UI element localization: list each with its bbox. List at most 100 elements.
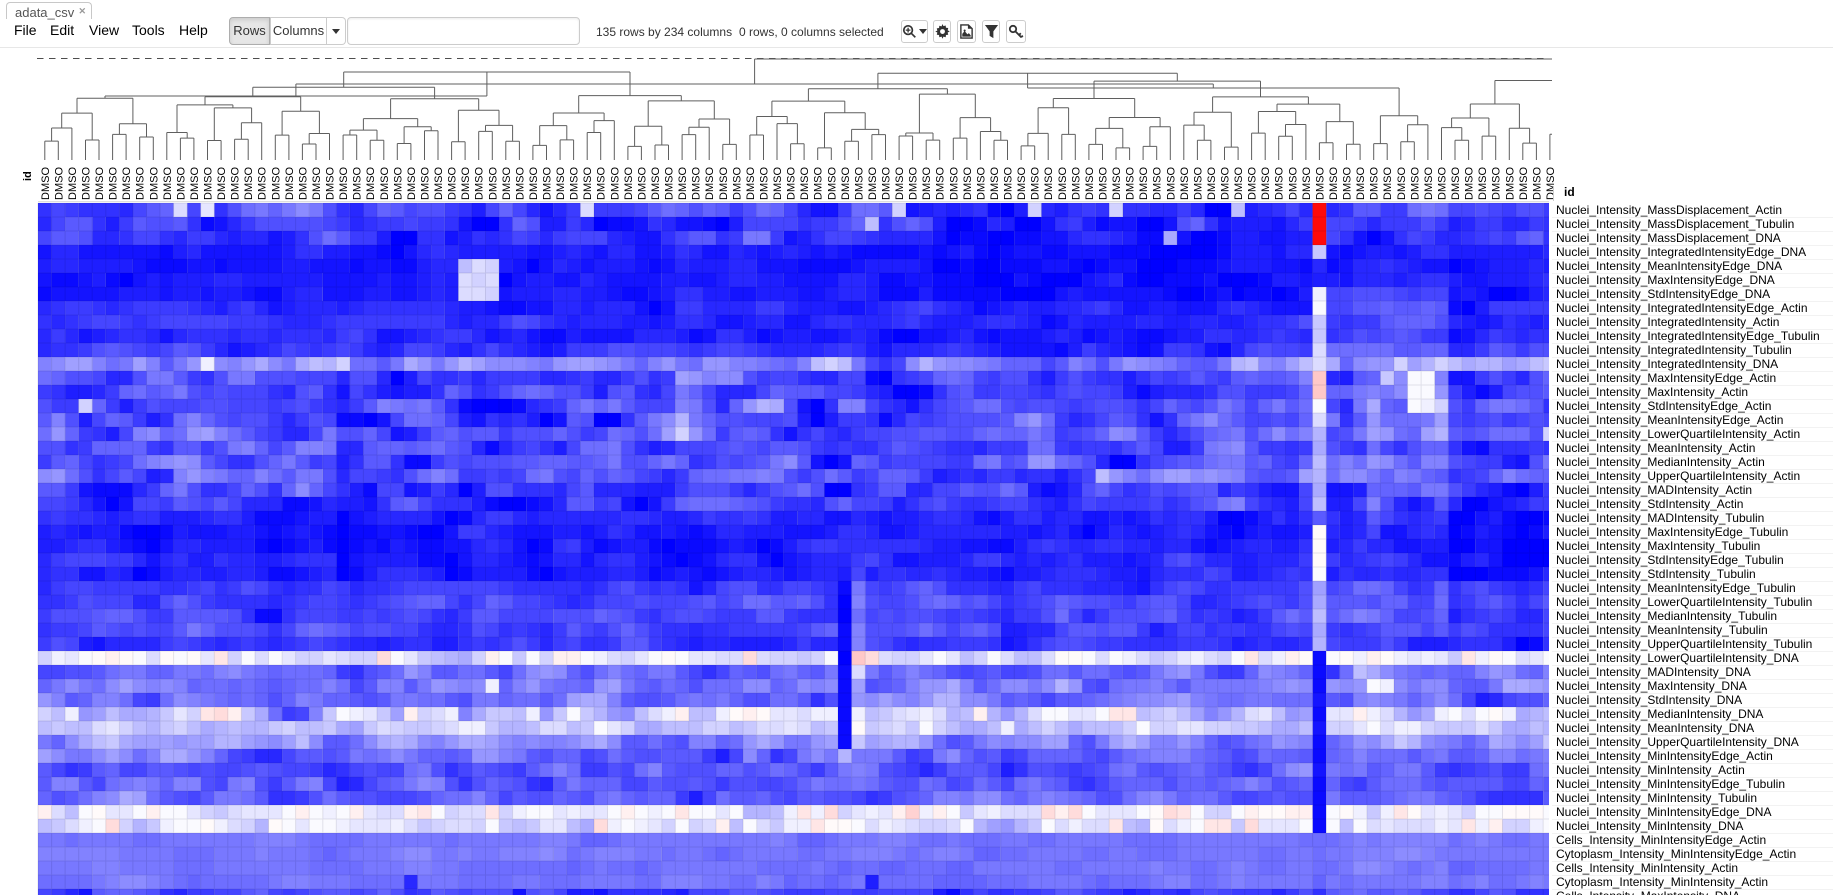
svg-text:DMSO: DMSO bbox=[894, 167, 906, 200]
svg-text:DMSO: DMSO bbox=[365, 167, 377, 200]
svg-text:DMSO: DMSO bbox=[962, 167, 974, 200]
svg-text:DMSO: DMSO bbox=[257, 167, 269, 200]
svg-text:Nuclei_Intensity_IntegratedInt: Nuclei_Intensity_IntegratedIntensityEdge… bbox=[1556, 329, 1820, 343]
svg-text:DMSO: DMSO bbox=[1274, 167, 1286, 200]
svg-text:DMSO: DMSO bbox=[284, 167, 296, 200]
svg-text:DMSO: DMSO bbox=[121, 167, 133, 200]
svg-text:DMSO: DMSO bbox=[1111, 167, 1123, 200]
svg-text:Nuclei_Intensity_MeanIntensity: Nuclei_Intensity_MeanIntensity_DNA bbox=[1556, 721, 1754, 735]
svg-text:Nuclei_Intensity_MADIntensity_: Nuclei_Intensity_MADIntensity_Tubulin bbox=[1556, 511, 1764, 525]
svg-text:DMSO: DMSO bbox=[135, 167, 147, 200]
svg-text:Nuclei_Intensity_MinIntensityE: Nuclei_Intensity_MinIntensityEdge_DNA bbox=[1556, 805, 1771, 819]
svg-text:DMSO: DMSO bbox=[948, 167, 960, 200]
svg-text:DMSO: DMSO bbox=[677, 167, 689, 200]
svg-text:DMSO: DMSO bbox=[501, 167, 513, 200]
svg-text:DMSO: DMSO bbox=[460, 167, 472, 200]
svg-text:DMSO: DMSO bbox=[270, 167, 282, 200]
svg-text:DMSO: DMSO bbox=[853, 167, 865, 200]
svg-text:DMSO: DMSO bbox=[1382, 167, 1394, 200]
svg-text:Nuclei_Intensity_MeanIntensity: Nuclei_Intensity_MeanIntensity_Actin bbox=[1556, 441, 1755, 455]
svg-text:DMSO: DMSO bbox=[664, 167, 676, 200]
svg-text:Nuclei_Intensity_MeanIntensity: Nuclei_Intensity_MeanIntensity_Tubulin bbox=[1556, 623, 1768, 637]
svg-text:DMSO: DMSO bbox=[799, 167, 811, 200]
svg-text:Nuclei_Intensity_MaxIntensityE: Nuclei_Intensity_MaxIntensityEdge_DNA bbox=[1556, 273, 1775, 287]
svg-text:Nuclei_Intensity_MassDisplacem: Nuclei_Intensity_MassDisplacement_DNA bbox=[1556, 231, 1781, 245]
svg-text:DMSO: DMSO bbox=[1355, 167, 1367, 200]
svg-text:DMSO: DMSO bbox=[555, 167, 567, 200]
svg-text:DMSO: DMSO bbox=[1450, 167, 1462, 200]
svg-text:DMSO: DMSO bbox=[352, 167, 364, 200]
svg-text:DMSO: DMSO bbox=[1003, 167, 1015, 200]
svg-text:DMSO: DMSO bbox=[392, 167, 404, 200]
svg-text:DMSO: DMSO bbox=[1084, 167, 1096, 200]
svg-text:DMSO: DMSO bbox=[542, 167, 554, 200]
svg-text:DMSO: DMSO bbox=[881, 167, 893, 200]
svg-text:DMSO: DMSO bbox=[1545, 167, 1557, 200]
svg-text:DMSO: DMSO bbox=[175, 167, 187, 200]
svg-text:DMSO: DMSO bbox=[1477, 167, 1489, 200]
svg-text:DMSO: DMSO bbox=[40, 167, 52, 200]
svg-text:DMSO: DMSO bbox=[772, 167, 784, 200]
svg-text:DMSO: DMSO bbox=[935, 167, 947, 200]
svg-text:Nuclei_Intensity_StdIntensity_: Nuclei_Intensity_StdIntensity_DNA bbox=[1556, 693, 1742, 707]
svg-text:DMSO: DMSO bbox=[1409, 167, 1421, 200]
svg-text:Nuclei_Intensity_IntegratedInt: Nuclei_Intensity_IntegratedIntensity_Tub… bbox=[1556, 343, 1792, 357]
svg-text:DMSO: DMSO bbox=[1531, 167, 1543, 200]
svg-text:DMSO: DMSO bbox=[379, 167, 391, 200]
svg-text:DMSO: DMSO bbox=[487, 167, 499, 200]
svg-text:Nuclei_Intensity_MedianIntensi: Nuclei_Intensity_MedianIntensity_DNA bbox=[1556, 707, 1763, 721]
svg-text:DMSO: DMSO bbox=[1152, 167, 1164, 200]
svg-text:DMSO: DMSO bbox=[1369, 167, 1381, 200]
svg-text:DMSO: DMSO bbox=[81, 167, 93, 200]
svg-text:DMSO: DMSO bbox=[826, 167, 838, 200]
svg-text:Cytoplasm_Intensity_MinIntensi: Cytoplasm_Intensity_MinIntensity_Actin bbox=[1556, 875, 1768, 889]
svg-text:Cells_Intensity_MaxIntensity_D: Cells_Intensity_MaxIntensity_DNA bbox=[1556, 889, 1740, 895]
svg-text:Nuclei_Intensity_MaxIntensity_: Nuclei_Intensity_MaxIntensity_Tubulin bbox=[1556, 539, 1760, 553]
svg-text:Nuclei_Intensity_MedianIntensi: Nuclei_Intensity_MedianIntensity_Tubulin bbox=[1556, 609, 1777, 623]
svg-text:DMSO: DMSO bbox=[148, 167, 160, 200]
svg-text:DMSO: DMSO bbox=[650, 167, 662, 200]
svg-text:Nuclei_Intensity_MinIntensity_: Nuclei_Intensity_MinIntensity_DNA bbox=[1556, 819, 1743, 833]
svg-text:DMSO: DMSO bbox=[1328, 167, 1340, 200]
svg-text:Nuclei_Intensity_MaxIntensity_: Nuclei_Intensity_MaxIntensity_Actin bbox=[1556, 385, 1748, 399]
svg-text:DMSO: DMSO bbox=[609, 167, 621, 200]
svg-text:DMSO: DMSO bbox=[1504, 167, 1516, 200]
svg-text:Nuclei_Intensity_MinIntensity_: Nuclei_Intensity_MinIntensity_Actin bbox=[1556, 763, 1745, 777]
svg-text:DMSO: DMSO bbox=[528, 167, 540, 200]
svg-text:DMSO: DMSO bbox=[1287, 167, 1299, 200]
svg-text:Nuclei_Intensity_StdIntensityE: Nuclei_Intensity_StdIntensityEdge_Actin bbox=[1556, 399, 1771, 413]
svg-text:DMSO: DMSO bbox=[297, 167, 309, 200]
svg-text:DMSO: DMSO bbox=[1206, 167, 1218, 200]
svg-text:DMSO: DMSO bbox=[514, 167, 526, 200]
svg-text:DMSO: DMSO bbox=[908, 167, 920, 200]
svg-text:id: id bbox=[1564, 185, 1575, 199]
svg-text:DMSO: DMSO bbox=[623, 167, 635, 200]
svg-text:DMSO: DMSO bbox=[636, 167, 648, 200]
svg-text:Nuclei_Intensity_MedianIntensi: Nuclei_Intensity_MedianIntensity_Actin bbox=[1556, 455, 1765, 469]
svg-text:DMSO: DMSO bbox=[989, 167, 1001, 200]
svg-text:DMSO: DMSO bbox=[975, 167, 987, 200]
svg-text:Nuclei_Intensity_StdIntensity_: Nuclei_Intensity_StdIntensity_Actin bbox=[1556, 497, 1743, 511]
svg-text:DMSO: DMSO bbox=[1247, 167, 1259, 200]
svg-text:DMSO: DMSO bbox=[162, 167, 174, 200]
svg-text:Nuclei_Intensity_MADIntensity_: Nuclei_Intensity_MADIntensity_DNA bbox=[1556, 665, 1751, 679]
svg-text:DMSO: DMSO bbox=[338, 167, 350, 200]
svg-text:DMSO: DMSO bbox=[1070, 167, 1082, 200]
svg-text:Nuclei_Intensity_StdIntensityE: Nuclei_Intensity_StdIntensityEdge_DNA bbox=[1556, 287, 1770, 301]
svg-text:Nuclei_Intensity_MaxIntensityE: Nuclei_Intensity_MaxIntensityEdge_Actin bbox=[1556, 371, 1776, 385]
svg-text:DMSO: DMSO bbox=[189, 167, 201, 200]
svg-text:Nuclei_Intensity_LowerQuartile: Nuclei_Intensity_LowerQuartileIntensity_… bbox=[1556, 427, 1800, 441]
svg-text:DMSO: DMSO bbox=[691, 167, 703, 200]
svg-text:DMSO: DMSO bbox=[94, 167, 106, 200]
svg-text:DMSO: DMSO bbox=[731, 167, 743, 200]
svg-text:DMSO: DMSO bbox=[311, 167, 323, 200]
svg-text:DMSO: DMSO bbox=[569, 167, 581, 200]
svg-text:Cells_Intensity_MinIntensity_A: Cells_Intensity_MinIntensity_Actin bbox=[1556, 861, 1738, 875]
svg-text:Nuclei_Intensity_MassDisplacem: Nuclei_Intensity_MassDisplacement_Actin bbox=[1556, 203, 1782, 217]
svg-text:Nuclei_Intensity_MaxIntensity_: Nuclei_Intensity_MaxIntensity_DNA bbox=[1556, 679, 1747, 693]
svg-text:DMSO: DMSO bbox=[1220, 167, 1232, 200]
svg-text:DMSO: DMSO bbox=[1138, 167, 1150, 200]
svg-text:DMSO: DMSO bbox=[759, 167, 771, 200]
svg-text:DMSO: DMSO bbox=[1518, 167, 1530, 200]
svg-text:Nuclei_Intensity_LowerQuartile: Nuclei_Intensity_LowerQuartileIntensity_… bbox=[1556, 651, 1799, 665]
